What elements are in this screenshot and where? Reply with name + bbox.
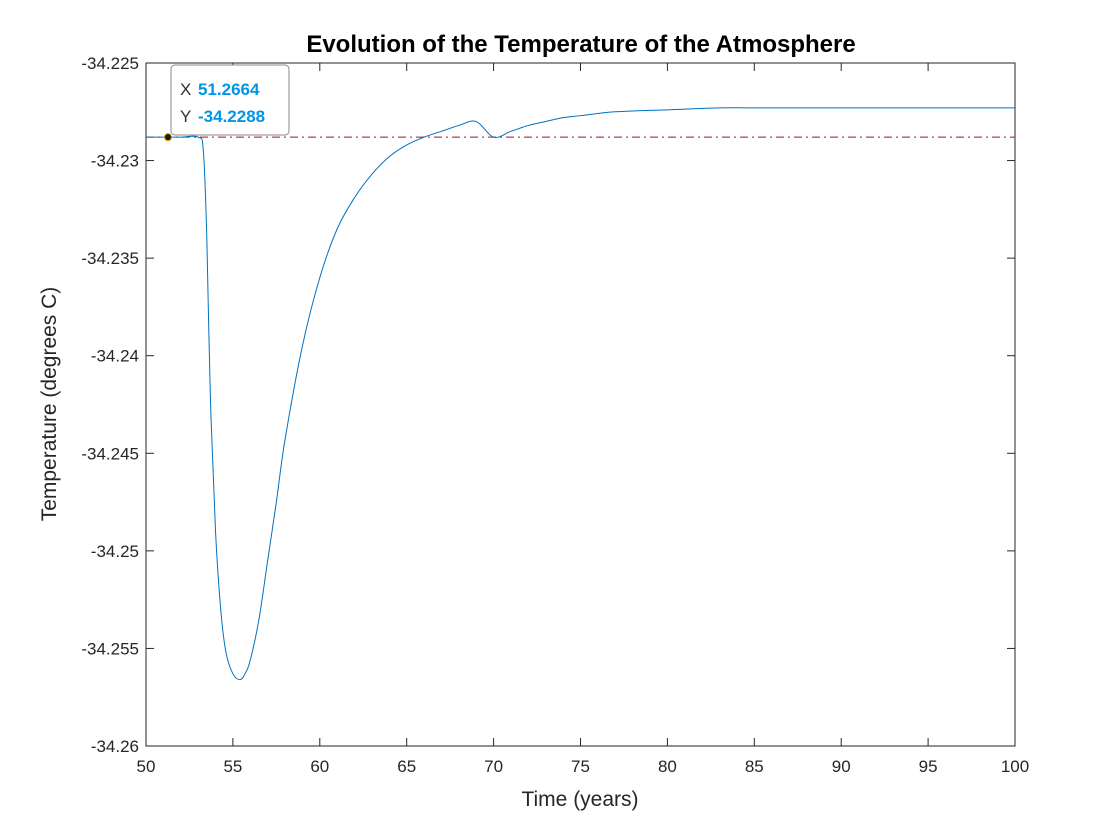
chart-title: Evolution of the Temperature of the Atmo… bbox=[306, 31, 855, 58]
data-tip-x-key: X bbox=[180, 80, 191, 99]
plot-area-frame bbox=[145, 62, 1016, 747]
y-tick-label: -34.245 bbox=[81, 444, 139, 463]
x-tick-label: 90 bbox=[832, 757, 851, 776]
x-tick-label: 85 bbox=[745, 757, 764, 776]
y-tick-label: -34.235 bbox=[81, 249, 139, 268]
y-tick-label: -34.26 bbox=[91, 737, 139, 756]
data-tip-box bbox=[170, 64, 290, 136]
x-tick-label: 75 bbox=[571, 757, 590, 776]
data-tip-y-value: -34.2288 bbox=[198, 107, 265, 126]
y-axis-label: Temperature (degrees C) bbox=[38, 287, 61, 522]
x-tick-label: 70 bbox=[484, 757, 503, 776]
x-tick-label: 55 bbox=[223, 757, 242, 776]
y-tick-label: -34.24 bbox=[91, 347, 139, 366]
data-tip[interactable]: X 51.2664 Y -34.2288 bbox=[164, 64, 290, 142]
y-axis: -34.26 -34.255 -34.25 -34.245 -34.24 -34.235 -… bbox=[81, 54, 1015, 756]
x-tick-label: 50 bbox=[137, 757, 156, 776]
x-axis-label: Time (years) bbox=[521, 788, 638, 811]
y-tick-label: -34.25 bbox=[91, 542, 139, 561]
data-tip-marker[interactable] bbox=[164, 133, 173, 142]
x-tick-label: 80 bbox=[658, 757, 677, 776]
x-tick-label: 65 bbox=[397, 757, 416, 776]
series-line-temperature bbox=[146, 107, 1015, 681]
data-tip-y-key: Y bbox=[180, 107, 191, 126]
data-tip-x-value: 51.2664 bbox=[198, 80, 260, 99]
x-tick-label: 95 bbox=[919, 757, 938, 776]
y-tick-label: -34.225 bbox=[81, 54, 139, 73]
y-tick-label: -34.255 bbox=[81, 639, 139, 658]
x-axis: 50 55 60 65 70 75 80 85 90 95 100 bbox=[137, 63, 1029, 776]
x-tick-label: 100 bbox=[1001, 757, 1029, 776]
y-tick-label: -34.23 bbox=[91, 152, 139, 171]
x-tick-label: 60 bbox=[310, 757, 329, 776]
